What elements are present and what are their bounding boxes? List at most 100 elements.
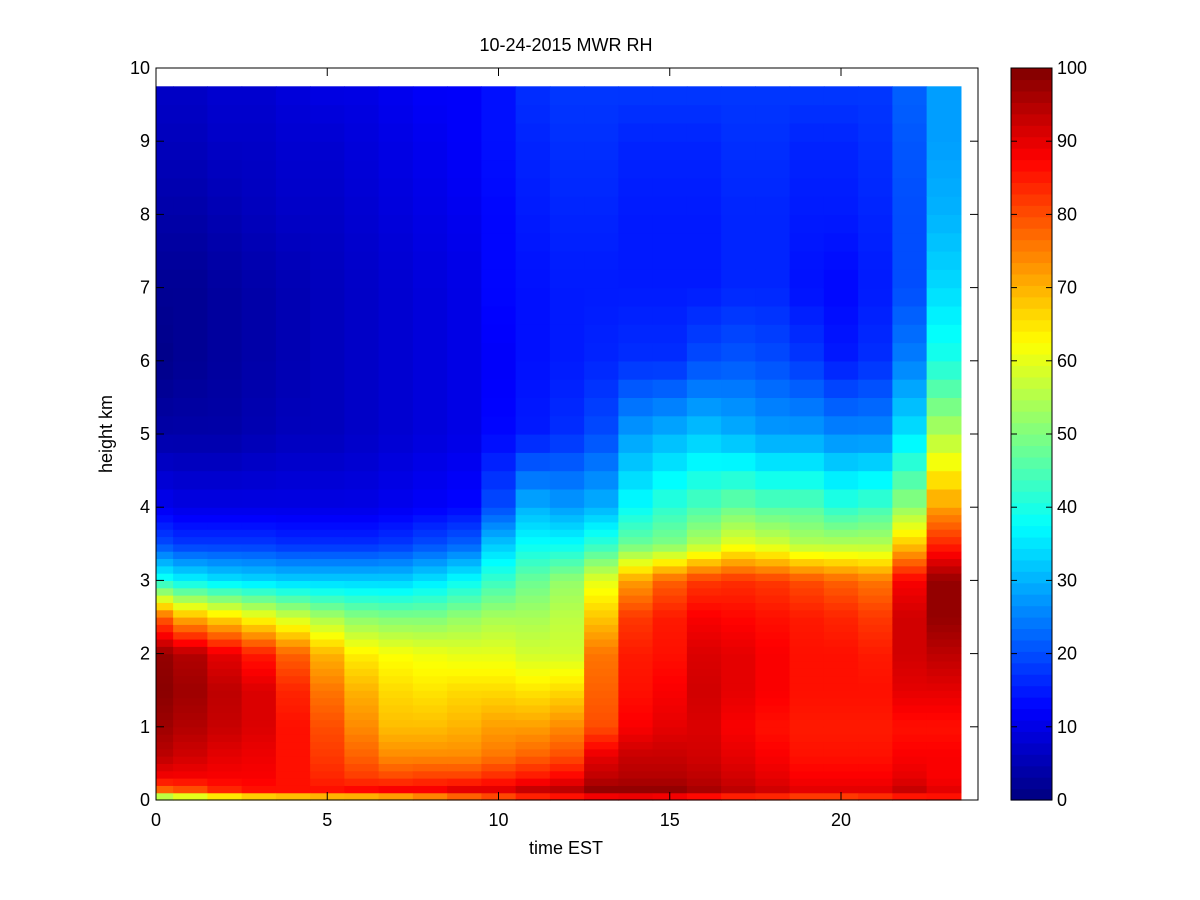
heatmap-cell [618,543,654,552]
heatmap-cell [515,792,551,801]
heatmap-cell [156,342,174,362]
heatmap-cell [618,415,654,435]
colorbar-segment [1011,605,1052,618]
heatmap-cell [515,86,551,106]
heatmap-cell [207,660,243,669]
heatmap-cell [481,595,517,603]
heatmap-cell [858,704,893,713]
heatmap-cell [892,756,928,764]
heatmap-cell [823,580,859,589]
heatmap-cell [926,734,962,743]
heatmap-cell [823,122,859,142]
heatmap-cell [789,573,825,581]
heatmap-cell [412,305,448,325]
heatmap-cell [618,196,654,215]
heatmap-cell [310,415,345,435]
heatmap-cell [584,697,619,706]
heatmap-cell [156,763,174,772]
heatmap-cell [823,251,859,270]
heatmap-cell [515,415,551,435]
heatmap-cell [721,543,756,552]
heatmap-cell [858,587,893,596]
heatmap-cell [481,734,517,743]
heatmap-cell [447,269,482,289]
heatmap-cell [241,342,277,362]
heatmap-cell [447,675,482,684]
y-tick-label: 2 [140,644,150,664]
heatmap-cell [207,756,243,764]
y-tick-label: 6 [140,351,150,371]
heatmap-cell [310,565,345,574]
heatmap-cell [926,305,962,325]
heatmap-cell [207,704,243,713]
heatmap-cell [412,785,448,794]
heatmap-cell [686,631,722,640]
heatmap-cell [926,141,962,161]
heatmap-cell [755,287,791,307]
heatmap-cell [173,379,208,398]
heatmap-cell [721,141,756,161]
heatmap-cell [241,631,277,640]
heatmap-cell [344,617,380,625]
colorbar-segment [1011,125,1052,138]
heatmap-cell [926,543,962,552]
heatmap-cell [858,287,893,307]
heatmap-cell [447,324,482,344]
heatmap-cell [584,159,619,179]
heatmap-cell [823,785,859,794]
heatmap-cell [173,565,208,574]
colorbar-tick-label: 40 [1057,497,1077,517]
heatmap-cell [344,697,380,706]
heatmap-cell [789,488,825,508]
heatmap-cell [241,558,277,567]
heatmap-cell [858,770,893,779]
heatmap-cell [618,488,654,508]
heatmap-cell [789,690,825,699]
heatmap-cell [344,551,380,560]
heatmap-cell [310,470,345,490]
heatmap-cell [515,617,551,625]
heatmap-cell [310,305,345,325]
heatmap-cell [310,521,345,530]
heatmap-cell [892,609,928,618]
heatmap-cell [378,324,414,344]
heatmap-cell [515,756,551,764]
heatmap-cell [584,514,619,523]
heatmap-cell [549,507,585,516]
heatmap-cell [686,287,722,307]
heatmap-cell [721,631,756,640]
heatmap-cell [447,660,482,669]
heatmap-cell [412,507,448,516]
heatmap-cell [686,756,722,764]
heatmap-cell [858,86,893,106]
heatmap-cell [721,305,756,325]
heatmap-cell [344,565,380,574]
heatmap-cell [173,86,208,106]
heatmap-cell [275,770,311,779]
heatmap-cell [207,452,243,472]
heatmap-cell [412,638,448,647]
heatmap-cell [344,507,380,516]
heatmap-cell [378,232,414,252]
heatmap-cell [858,514,893,523]
heatmap-cell [789,668,825,677]
heatmap-cell [156,631,174,640]
heatmap-cell [481,631,517,640]
heatmap-cell [926,712,962,721]
heatmap-cell [721,324,756,344]
heatmap-cell [447,756,482,764]
heatmap-cell [789,305,825,325]
heatmap-cell [481,360,517,380]
heatmap-cell [823,638,859,647]
heatmap-cell [173,675,208,684]
heatmap-cell [275,536,311,545]
heatmap-cell [275,287,311,307]
heatmap-cell [721,682,756,691]
heatmap-cell [344,631,380,640]
heatmap-cell [789,232,825,252]
heatmap-cell [549,214,585,234]
heatmap-cell [686,741,722,750]
heatmap-cell [584,452,619,472]
heatmap-cell [789,587,825,596]
heatmap-cell [789,770,825,779]
